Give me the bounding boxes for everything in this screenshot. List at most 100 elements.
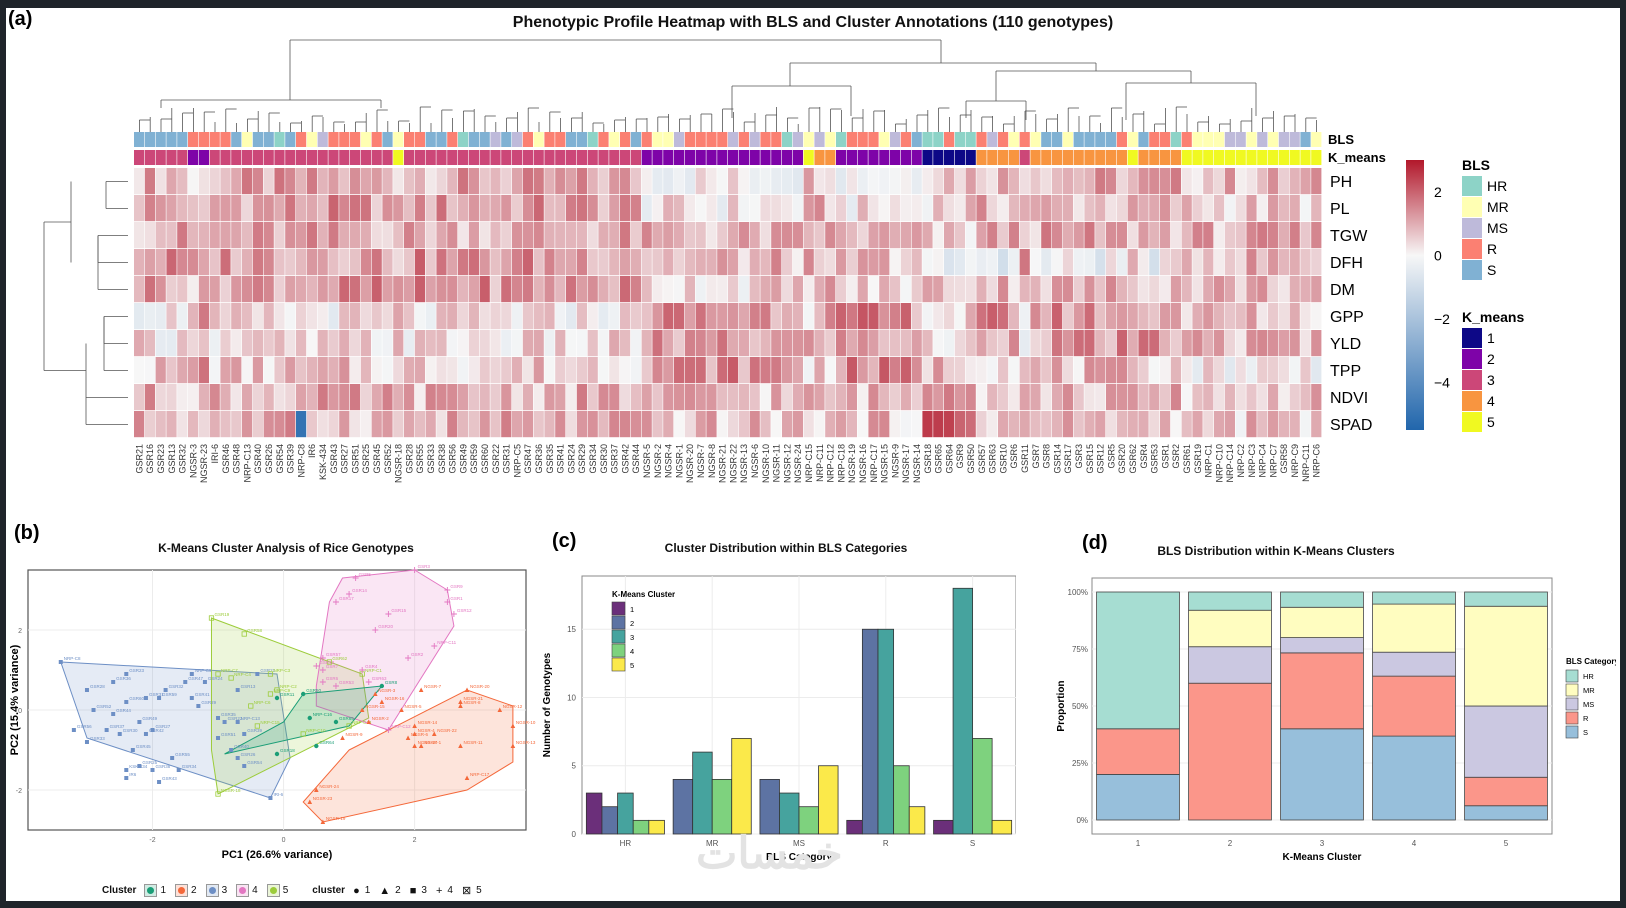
segment-cluster-4-MR: [1372, 603, 1456, 653]
heatmap-cell: [404, 249, 415, 276]
heatmap-cell: [911, 195, 922, 222]
heatmap-column-label: GSR26: [264, 444, 274, 474]
heatmap-cell: [1235, 222, 1246, 249]
heatmap-cell: [857, 357, 868, 384]
heatmap-cell: [652, 330, 663, 357]
bls-annotation-cell: [911, 132, 922, 147]
heatmap-cell: [879, 303, 890, 330]
data-point-label: NRP-C10: [306, 728, 326, 733]
kmeans-annotation-cell: [252, 150, 263, 165]
kmeans-annotation-cell: [890, 150, 901, 165]
heatmap-cell: [933, 168, 944, 195]
heatmap-column-label: GSR36: [534, 444, 544, 474]
heatmap-cell: [350, 411, 361, 438]
heatmap-cell: [544, 276, 555, 303]
heatmap-cell: [1052, 330, 1063, 357]
heatmap-cell: [857, 195, 868, 222]
kmeans-annotation-cell: [555, 150, 566, 165]
heatmap-cell: [944, 411, 955, 438]
bls-annotation-cell: [382, 132, 393, 147]
kmeans-annotation-cell: [1052, 150, 1063, 165]
heatmap-cell: [1278, 330, 1289, 357]
heatmap-cell: [1311, 195, 1322, 222]
heatmap-cell: [533, 330, 544, 357]
heatmap-cell: [317, 195, 328, 222]
heatmap-cell: [220, 411, 231, 438]
heatmap-cell: [706, 249, 717, 276]
heatmap-column-label: NRP-C12: [826, 444, 836, 483]
heatmap-cell: [231, 384, 242, 411]
heatmap-cell: [836, 249, 847, 276]
heatmap-cell: [620, 168, 631, 195]
data-point: [412, 743, 417, 748]
heatmap-cell: [188, 195, 199, 222]
heatmap-cell: [846, 357, 857, 384]
heatmap-cell: [890, 276, 901, 303]
heatmap-cell: [576, 168, 587, 195]
bar-S-cluster-1: [933, 819, 954, 835]
heatmap-cell: [900, 357, 911, 384]
heatmap-cell: [738, 168, 749, 195]
heatmap-cell: [198, 303, 209, 330]
heatmap-cell: [1203, 411, 1214, 438]
heatmap-cell: [1224, 249, 1235, 276]
heatmap-cell: [879, 330, 890, 357]
kmeans-annotation-cell: [1224, 150, 1235, 165]
heatmap-cell: [555, 195, 566, 222]
heatmap-cell: [1008, 411, 1019, 438]
data-point-label: NRP-C9: [273, 688, 290, 693]
data-point-label: NGSR-9: [346, 732, 363, 737]
heatmap-column-label: NGSR-8: [707, 444, 717, 478]
heatmap-cell: [771, 276, 782, 303]
heatmap-cell: [360, 357, 371, 384]
x-tick-label: MS: [793, 839, 805, 848]
colorbar-tick-label: −4: [1434, 374, 1450, 390]
heatmap-cell: [1311, 330, 1322, 357]
heatmap-cell: [803, 303, 814, 330]
heatmap-cell: [1073, 195, 1084, 222]
heatmap-column-label: NRP-C7: [1268, 444, 1278, 478]
heatmap-cell: [134, 384, 145, 411]
heatmap-cell: [674, 195, 685, 222]
data-point-label: GSR7: [326, 664, 339, 669]
heatmap-cell: [1149, 249, 1160, 276]
heatmap-cell: [1127, 222, 1138, 249]
heatmap-cell: [393, 330, 404, 357]
heatmap-cell: [252, 303, 263, 330]
heatmap-cell: [1041, 384, 1052, 411]
colorbar: [1406, 160, 1424, 430]
heatmap-column-label: NRP-C13: [242, 444, 252, 483]
bls-annotation-cell: [944, 132, 955, 147]
heatmap-cell: [857, 303, 868, 330]
heatmap-cell: [1008, 357, 1019, 384]
heatmap-cell: [198, 330, 209, 357]
heatmap-cell: [1289, 357, 1300, 384]
heatmap-cell: [738, 222, 749, 249]
heatmap-cell: [1268, 303, 1279, 330]
heatmap-cell: [836, 168, 847, 195]
heatmap-cell: [814, 249, 825, 276]
heatmap-cell: [965, 249, 976, 276]
heatmap-cell: [576, 222, 587, 249]
bls-annotation-cell: [533, 132, 544, 147]
kmeans-legend-label: 5: [1487, 414, 1495, 430]
heatmap-cell: [846, 411, 857, 438]
heatmap-cell: [587, 357, 598, 384]
data-point-label: NGSR-7: [424, 684, 441, 689]
heatmap-cell: [544, 357, 555, 384]
heatmap-cell: [231, 276, 242, 303]
heatmap-cell: [209, 411, 220, 438]
heatmap-cell: [339, 195, 350, 222]
heatmap-cell: [1289, 384, 1300, 411]
heatmap-cell: [933, 222, 944, 249]
heatmap-cell: [263, 411, 274, 438]
kmeans-annotation-cell: [566, 150, 577, 165]
heatmap-cell: [792, 330, 803, 357]
segment-cluster-4-MS: [1372, 651, 1456, 677]
heatmap-cell: [1008, 276, 1019, 303]
heatmap-cell: [198, 276, 209, 303]
heatmap-cell: [825, 357, 836, 384]
heatmap-cell: [198, 384, 209, 411]
heatmap-cell: [274, 330, 285, 357]
legend-label: 1: [630, 605, 634, 614]
